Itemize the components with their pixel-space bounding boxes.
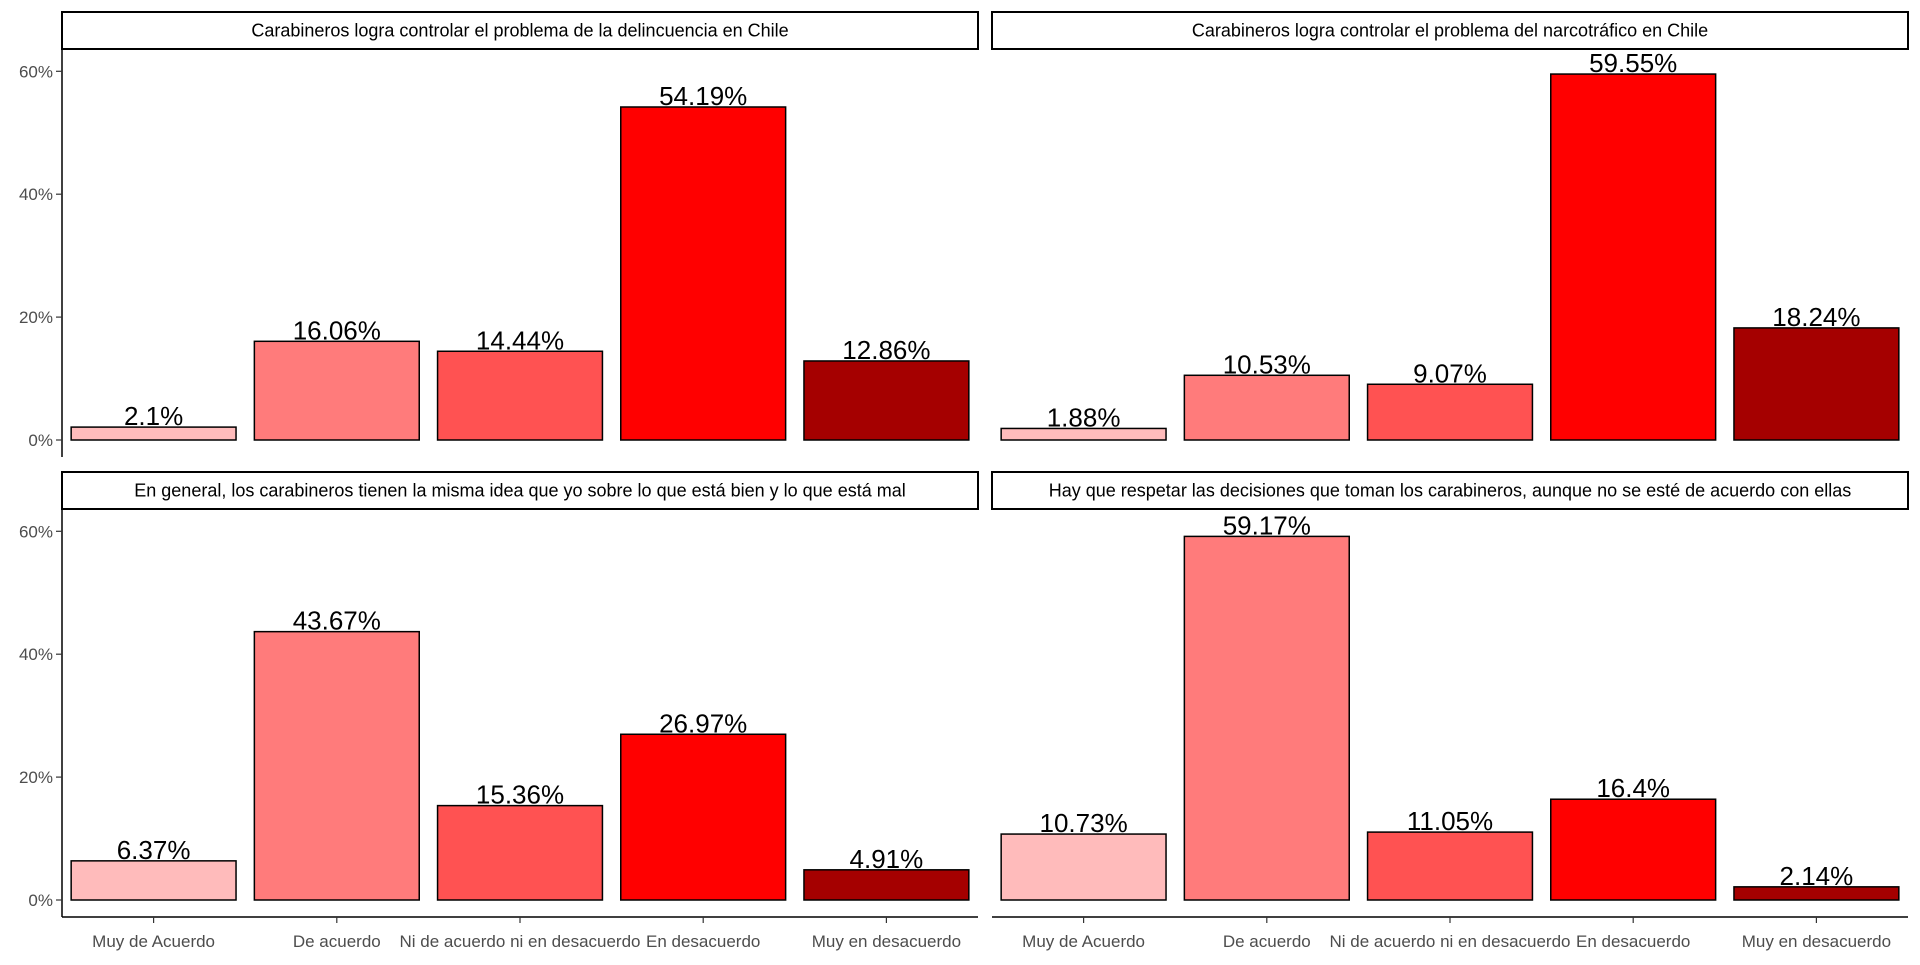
data-label: 59.55% xyxy=(1589,48,1677,78)
bar xyxy=(620,733,787,901)
data-label: 2.14% xyxy=(1780,861,1854,891)
data-label: 10.53% xyxy=(1223,349,1311,379)
x-tick-label: Ni de acuerdo ni en desacuerdo xyxy=(400,932,641,951)
y-tick-label: 0% xyxy=(28,431,53,450)
bar xyxy=(1183,535,1350,901)
x-tick-label: Muy en desacuerdo xyxy=(812,932,961,951)
x-tick-label: De acuerdo xyxy=(293,932,381,951)
bar xyxy=(803,869,970,901)
y-tick-label: 40% xyxy=(19,185,53,204)
data-label: 12.86% xyxy=(842,335,930,365)
y-tick-label: 20% xyxy=(19,308,53,327)
data-label: 1.88% xyxy=(1047,402,1121,432)
bar xyxy=(1550,798,1717,901)
facet-strip xyxy=(61,11,979,50)
data-label: 9.07% xyxy=(1413,358,1487,388)
data-label: 59.17% xyxy=(1223,510,1311,540)
x-tick-label: En desacuerdo xyxy=(646,932,760,951)
bar xyxy=(436,350,604,441)
y-tick-label: 60% xyxy=(19,62,53,81)
bar xyxy=(1366,831,1534,901)
facet-title: En general, los carabineros tienen la mi… xyxy=(134,481,905,501)
x-tick-label: Muy de Acuerdo xyxy=(1022,932,1145,951)
bar xyxy=(1550,73,1717,441)
bar xyxy=(1183,374,1350,441)
bar xyxy=(803,360,970,441)
bar xyxy=(253,630,420,901)
x-tick-label: Muy en desacuerdo xyxy=(1742,932,1891,951)
bar xyxy=(1000,833,1167,901)
x-tick-label: En desacuerdo xyxy=(1576,932,1690,951)
y-tick-label: 60% xyxy=(19,522,53,541)
facet-strip xyxy=(991,471,1909,510)
data-label: 18.24% xyxy=(1772,302,1860,332)
data-label: 16.06% xyxy=(293,315,381,345)
bar xyxy=(70,860,237,901)
facet-title: Hay que respetar las decisiones que toma… xyxy=(1049,481,1852,501)
data-label: 15.36% xyxy=(476,780,564,810)
bar xyxy=(253,340,420,441)
y-tick-label: 40% xyxy=(19,645,53,664)
bar xyxy=(1733,327,1900,441)
data-label: 43.67% xyxy=(293,606,381,636)
bar xyxy=(1733,886,1900,901)
bar xyxy=(70,426,237,441)
y-tick-label: 20% xyxy=(19,768,53,787)
bar xyxy=(1000,427,1167,441)
facet-title: Carabineros logra controlar el problema … xyxy=(251,21,788,41)
data-label: 14.44% xyxy=(476,325,564,355)
facet-strip xyxy=(61,471,979,510)
y-tick-label: 0% xyxy=(28,891,53,910)
data-label: 11.05% xyxy=(1407,806,1493,836)
data-label: 54.19% xyxy=(659,81,747,111)
data-label: 6.37% xyxy=(117,835,191,865)
data-label: 16.4% xyxy=(1596,773,1670,803)
facet-title: Carabineros logra controlar el problema … xyxy=(1192,21,1708,41)
x-tick-label: De acuerdo xyxy=(1223,932,1311,951)
bar xyxy=(436,804,604,901)
x-tick-label: Ni de acuerdo ni en desacuerdo xyxy=(1330,932,1571,951)
bar xyxy=(1366,383,1534,441)
facet-strip xyxy=(991,11,1909,50)
bar xyxy=(620,106,787,441)
data-label: 2.1% xyxy=(124,401,183,431)
x-tick-label: Muy de Acuerdo xyxy=(92,932,215,951)
data-label: 10.73% xyxy=(1040,808,1128,838)
data-label: 4.91% xyxy=(850,844,924,874)
data-label: 26.97% xyxy=(659,708,747,738)
